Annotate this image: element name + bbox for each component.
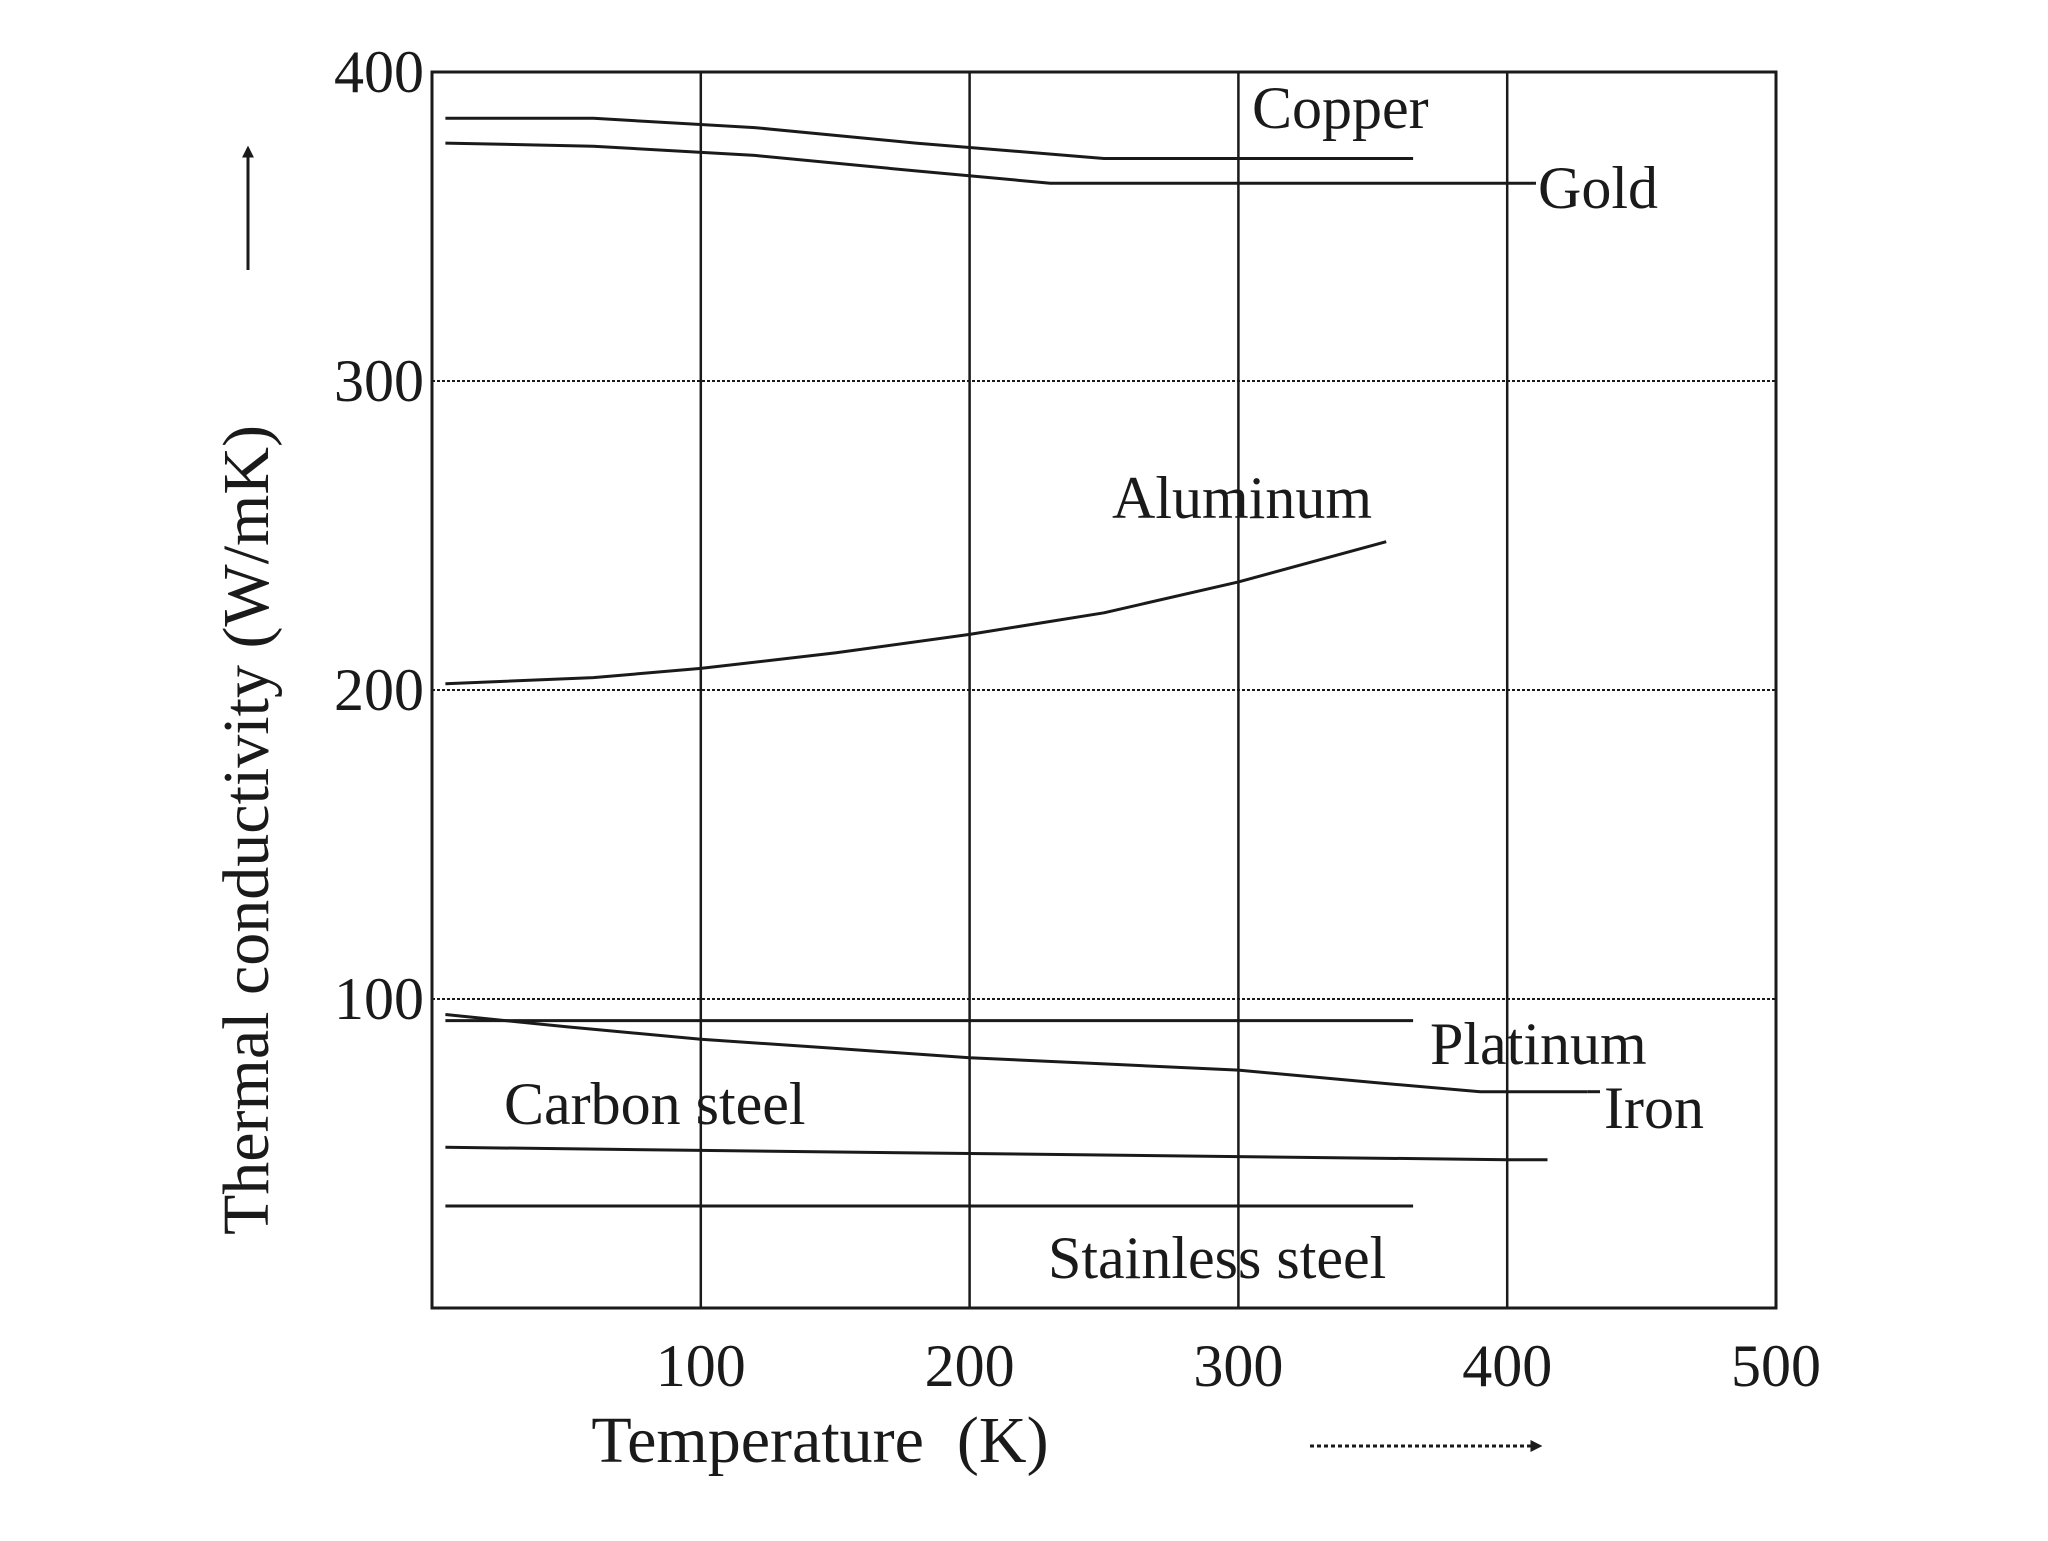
tick-layer: 100 200 300 400 500 100 200 300 400 xyxy=(334,39,1821,1399)
x-tick-label: 300 xyxy=(1193,1333,1283,1399)
series-line-gold xyxy=(445,141,1535,185)
y-tick-label: 100 xyxy=(334,966,424,1032)
x-tick-label: 100 xyxy=(656,1333,746,1399)
series-label-iron: Iron xyxy=(1604,1075,1704,1141)
y-tick-label: 400 xyxy=(334,39,424,105)
y-tick-label: 200 xyxy=(334,657,424,723)
x-tick-label: 500 xyxy=(1731,1333,1821,1399)
x-axis-label: Temperature (K) xyxy=(591,1404,1048,1477)
series-label-copper: Copper xyxy=(1252,75,1429,141)
series-line-iron xyxy=(445,1013,1588,1094)
y-axis-label: Thermal conductivity (W/mK) xyxy=(210,425,283,1235)
series-layer xyxy=(445,116,1600,1208)
grid-layer xyxy=(430,70,1778,1310)
series-label-stainless-steel: Stainless steel xyxy=(1048,1225,1386,1291)
series-line-aluminum xyxy=(445,540,1387,686)
series-line-copper xyxy=(445,116,1414,160)
x-tick-label: 400 xyxy=(1462,1333,1552,1399)
series-line-carbon-steel xyxy=(445,1145,1548,1162)
series-label-carbon-steel: Carbon steel xyxy=(504,1071,806,1137)
series-label-gold: Gold xyxy=(1538,155,1658,221)
y-tick-label: 300 xyxy=(334,348,424,414)
series-label-aluminum: Aluminum xyxy=(1112,465,1372,531)
x-tick-label: 200 xyxy=(925,1333,1015,1399)
series-label-platinum: Platinum xyxy=(1430,1011,1647,1077)
